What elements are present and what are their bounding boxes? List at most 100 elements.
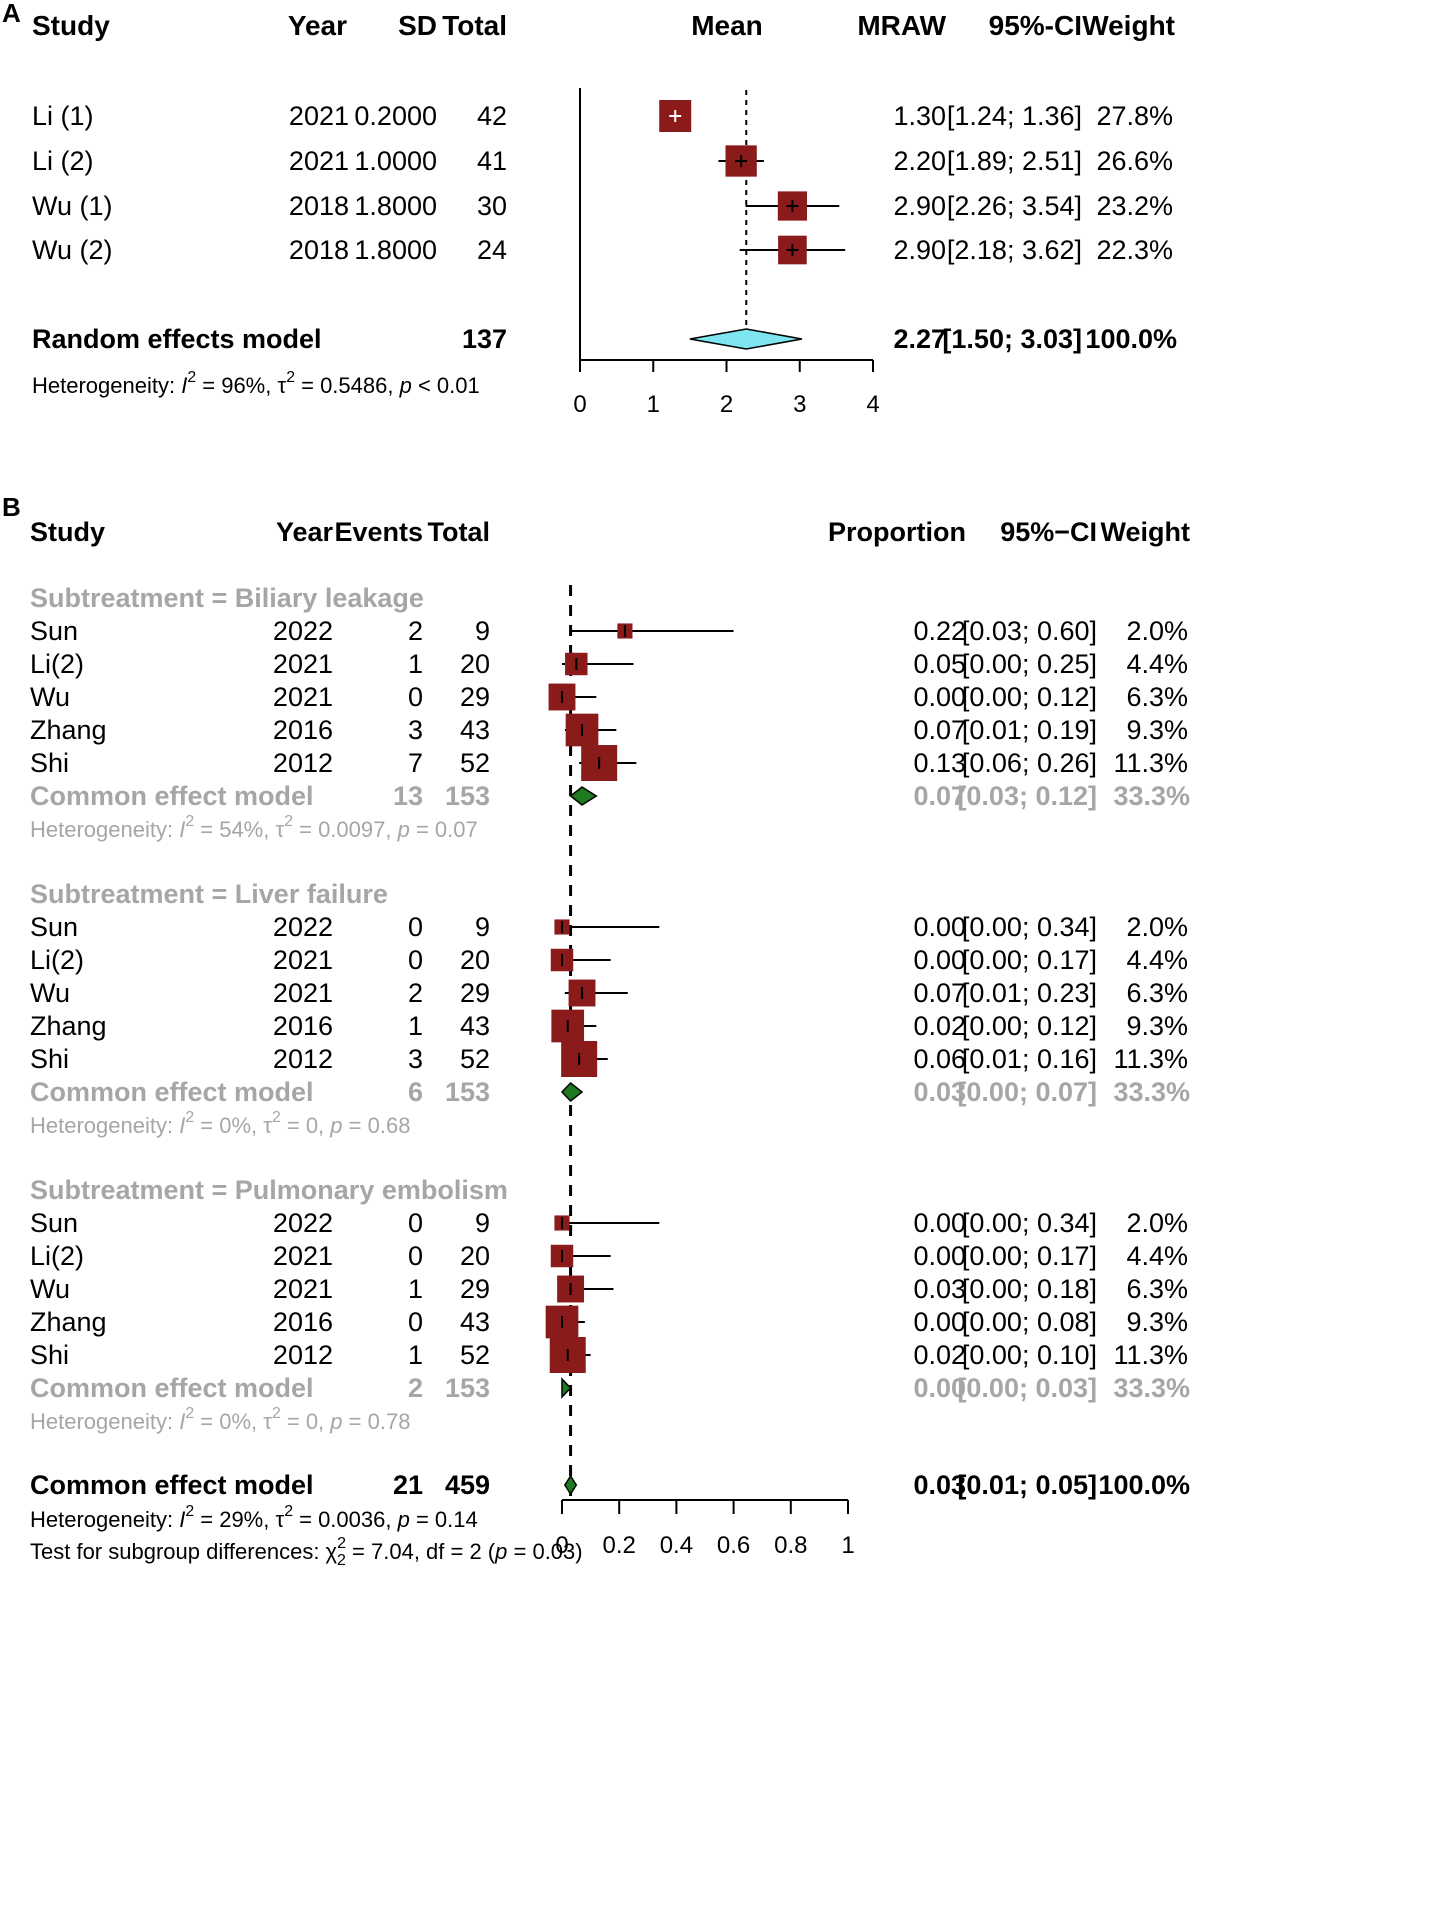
p-symbol: p (329, 1409, 342, 1434)
summary-ci: [1.50; 3.03] (942, 324, 1082, 354)
overall-estimate: 0.03 (913, 1470, 966, 1500)
p-symbol: p (329, 1113, 342, 1138)
study-total: 41 (477, 146, 507, 176)
summary-row: Random effects model 137 2.27[1.50; 3.03] 1… (32, 324, 1177, 354)
study-weight: 4.4% (1126, 945, 1188, 975)
study-sd: 1.8000 (354, 235, 437, 265)
study-name: Sun (30, 1208, 78, 1238)
p-symbol: p (397, 1507, 410, 1532)
study-row: Shi 2012 7 52 0.13[0.06; 0.26] 11.3% (30, 745, 1188, 781)
study-events: 0 (408, 682, 423, 712)
study-year: 2018 (289, 235, 349, 265)
study-estimate: 0.13 (913, 748, 966, 778)
col-header-weight: Weight (1082, 10, 1175, 41)
i2-symbol: I (179, 817, 185, 842)
subgroup-heterogeneity: Heterogeneity: I2 = 54%, τ2 = 0.0097, p … (30, 813, 478, 842)
study-estimate: 0.00 (913, 1208, 966, 1238)
study-total: 20 (460, 945, 490, 975)
study-ci: [0.00; 0.34] (962, 912, 1097, 942)
subgroup-heterogeneity: Heterogeneity: I2 = 0%, τ2 = 0, p = 0.68 (30, 1109, 410, 1138)
subgroup-model-row: Common effect model 6 153 0.03[0.00; 0.07] 3… (30, 1077, 1190, 1107)
study-year: 2016 (273, 1011, 333, 1041)
study-name: Shi (30, 1044, 69, 1074)
study-row: Zhang 2016 3 43 0.07[0.01; 0.19] 9.3% (30, 713, 1188, 747)
study-estimate: 0.03 (913, 1274, 966, 1304)
study-ci: [0.01; 0.19] (962, 715, 1097, 745)
study-total: 42 (477, 101, 507, 131)
summary-label: Random effects model (32, 324, 322, 354)
study-estimate: 2.90 (893, 191, 946, 221)
study-weight: 4.4% (1126, 1241, 1188, 1271)
study-weight: 9.3% (1126, 715, 1188, 745)
i2-value: = 29%, (194, 1507, 275, 1532)
col-header-ci: 95%−CI (1000, 517, 1097, 547)
i2-sup: 2 (185, 1109, 194, 1126)
study-row: Wu (2) 2018 1.8000 24 2.90 [2.18; 3.62] 22.3% (32, 235, 1173, 265)
subgroup-test: Test for subgroup differences: χ2 2 = 7.0… (30, 1535, 583, 1569)
model-events: 2 (408, 1373, 423, 1403)
col-header-weight: Weight (1101, 517, 1191, 547)
model-diamond (561, 1377, 572, 1399)
tau-value: = 0, (281, 1113, 331, 1138)
x-tick-label: 0 (573, 391, 586, 418)
study-events: 1 (408, 649, 423, 679)
study-events: 2 (408, 978, 423, 1008)
tau-sup: 2 (286, 369, 295, 386)
p-value: = 0.68 (343, 1113, 411, 1138)
study-weight: 2.0% (1126, 912, 1188, 942)
col-header-mraw: MRAW (857, 10, 946, 41)
study-total: 20 (460, 649, 490, 679)
study-name: Zhang (30, 1307, 107, 1337)
tau-symbol: τ (275, 1507, 284, 1532)
het-prefix: Heterogeneity: (30, 1113, 179, 1138)
study-row: Sun 2022 0 9 0.00[0.00; 0.34] 2.0% (30, 1208, 1188, 1238)
panel-b: B Study Year Events Total Proportion 95%−CI Wei… (2, 492, 1190, 1569)
tau-symbol: τ (263, 1409, 272, 1434)
col-header-study: Study (30, 517, 105, 547)
study-ci: [2.18; 3.62] (947, 235, 1082, 265)
study-name: Sun (30, 912, 78, 942)
overall-ci: [0.01; 0.05] (957, 1470, 1097, 1500)
overall-weight: 100.0% (1098, 1470, 1190, 1500)
het-prefix: Heterogeneity: (30, 1409, 179, 1434)
p-value: = 0.03) (507, 1539, 582, 1564)
chi-value: = 7.04, df = 2 ( (346, 1539, 496, 1564)
study-estimate: 0.22 (913, 616, 966, 646)
study-ci: [0.06; 0.26] (962, 748, 1097, 778)
study-estimate: 0.00 (913, 1241, 966, 1271)
tau-sup: 2 (284, 813, 293, 830)
study-year: 2012 (273, 1340, 333, 1370)
study-events: 0 (408, 1208, 423, 1238)
study-total: 52 (460, 748, 490, 778)
p-value: < 0.01 (412, 373, 480, 398)
study-ci: [0.00; 0.12] (962, 1011, 1097, 1041)
study-year: 2021 (273, 682, 333, 712)
p-value: = 0.78 (343, 1409, 411, 1434)
study-total: 29 (460, 682, 490, 712)
tau-sup: 2 (272, 1109, 281, 1126)
study-events: 1 (408, 1340, 423, 1370)
panel-label-a: A (2, 0, 21, 28)
study-total: 43 (460, 715, 490, 745)
study-sd: 1.0000 (354, 146, 437, 176)
summary-weight: 100.0% (1085, 324, 1177, 354)
study-row: Shi 2012 1 52 0.02[0.00; 0.10] 11.3% (30, 1337, 1188, 1373)
p-symbol: p (399, 373, 412, 398)
panel-label-b: B (2, 492, 21, 522)
col-header-ci: 95%-CI (989, 10, 1082, 41)
study-estimate: 0.07 (913, 715, 966, 745)
study-row: Wu 2021 1 29 0.03[0.00; 0.18] 6.3% (30, 1274, 1188, 1304)
het-prefix: Heterogeneity: (30, 817, 179, 842)
x-tick-label: 0.4 (660, 1532, 693, 1559)
study-weight: 22.3% (1096, 235, 1173, 265)
study-year: 2012 (273, 1044, 333, 1074)
col-header-study: Study (32, 10, 110, 41)
model-estimate: 0.03 (913, 1077, 966, 1107)
study-row: Wu 2021 0 29 0.00[0.00; 0.12] 6.3% (30, 682, 1188, 712)
study-total: 52 (460, 1340, 490, 1370)
x-tick-label: 0.6 (717, 1532, 750, 1559)
study-total: 43 (460, 1307, 490, 1337)
i2-value: = 54%, (194, 817, 275, 842)
